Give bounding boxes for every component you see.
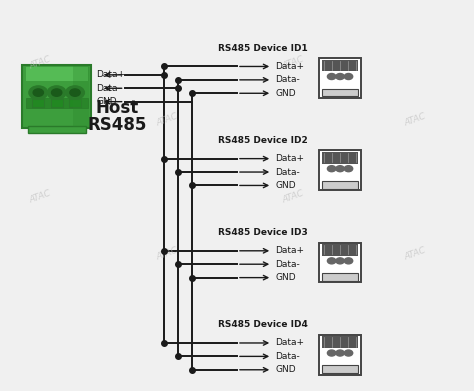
Bar: [73, 66, 90, 127]
Text: Host: Host: [96, 99, 139, 117]
Bar: [69, 99, 81, 108]
Circle shape: [328, 350, 336, 356]
Bar: [322, 152, 358, 164]
FancyBboxPatch shape: [22, 65, 91, 128]
Text: ATAC: ATAC: [155, 246, 179, 262]
Circle shape: [328, 166, 336, 172]
Text: Data+: Data+: [97, 70, 126, 79]
Text: GND: GND: [275, 181, 296, 190]
Bar: [322, 273, 358, 281]
Circle shape: [336, 166, 344, 172]
Text: ATAC: ATAC: [281, 189, 305, 205]
Text: RS485 Device ID4: RS485 Device ID4: [218, 320, 308, 329]
Circle shape: [336, 258, 344, 264]
Circle shape: [70, 89, 80, 96]
Bar: [322, 89, 358, 97]
Text: Data+: Data+: [275, 246, 304, 255]
Circle shape: [336, 74, 344, 79]
Text: GND: GND: [275, 273, 296, 282]
Text: ATAC: ATAC: [155, 112, 179, 128]
Circle shape: [52, 89, 62, 96]
Circle shape: [336, 350, 344, 356]
Text: Data+: Data+: [275, 154, 304, 163]
Circle shape: [344, 166, 353, 172]
Bar: [26, 68, 88, 81]
Text: Data-: Data-: [275, 352, 300, 361]
Text: Data-: Data-: [97, 84, 121, 93]
Text: Data-: Data-: [275, 260, 300, 269]
Bar: [32, 99, 45, 108]
Bar: [51, 99, 63, 108]
Circle shape: [328, 74, 336, 79]
FancyBboxPatch shape: [319, 58, 361, 98]
Text: GND: GND: [275, 89, 296, 98]
Circle shape: [344, 258, 353, 264]
FancyBboxPatch shape: [319, 335, 361, 375]
Text: RS485 Device ID2: RS485 Device ID2: [218, 136, 308, 145]
Text: RS485 Device ID1: RS485 Device ID1: [218, 43, 308, 52]
Text: Data-: Data-: [275, 75, 300, 84]
Circle shape: [344, 350, 353, 356]
Bar: [322, 181, 358, 188]
Text: Data+: Data+: [275, 62, 304, 71]
Text: ATAC: ATAC: [281, 55, 305, 71]
Circle shape: [65, 86, 84, 99]
Text: Data+: Data+: [275, 339, 304, 348]
Text: ATAC: ATAC: [403, 246, 427, 262]
Bar: [322, 336, 358, 348]
Bar: [26, 98, 88, 108]
Text: ATAC: ATAC: [403, 112, 427, 128]
Circle shape: [47, 86, 66, 99]
Bar: [322, 60, 358, 72]
FancyBboxPatch shape: [319, 151, 361, 190]
Text: RS485: RS485: [88, 116, 147, 134]
Circle shape: [344, 74, 353, 79]
FancyBboxPatch shape: [319, 242, 361, 282]
Text: ATAC: ATAC: [28, 55, 52, 71]
Bar: [322, 365, 358, 373]
Text: GND: GND: [275, 365, 296, 374]
Text: ATAC: ATAC: [28, 189, 52, 205]
Circle shape: [29, 86, 48, 99]
Text: GND: GND: [97, 97, 117, 106]
Bar: [322, 244, 358, 256]
Text: Data-: Data-: [275, 167, 300, 177]
Circle shape: [328, 258, 336, 264]
Bar: [27, 126, 86, 133]
Circle shape: [33, 89, 44, 96]
Text: RS485 Device ID3: RS485 Device ID3: [218, 228, 308, 237]
